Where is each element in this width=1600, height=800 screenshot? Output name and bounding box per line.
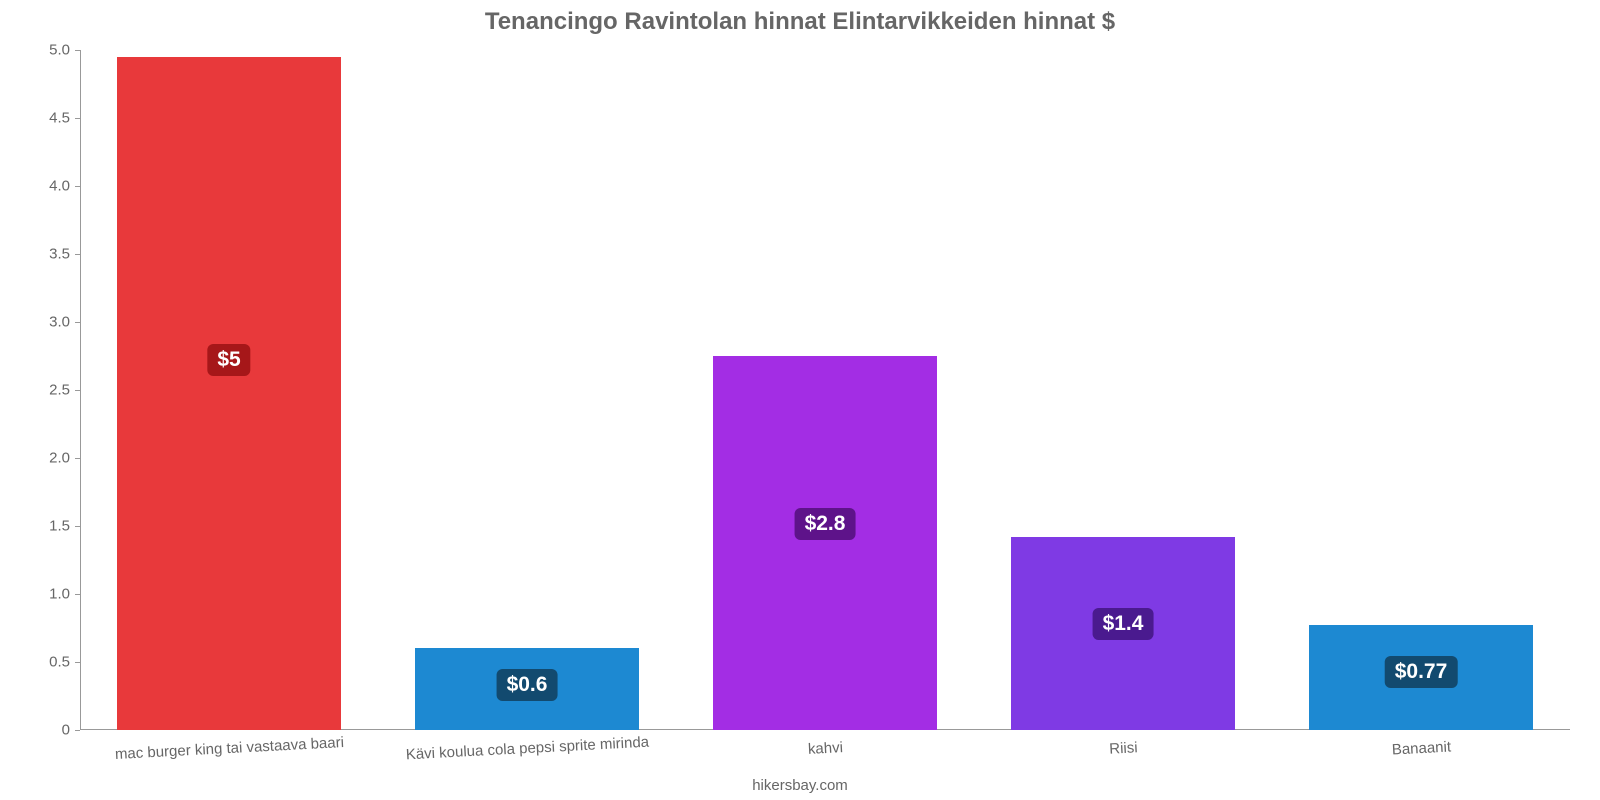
x-category-label: kahvi [808,739,844,758]
plot-region: 00.51.01.52.02.53.03.54.04.55.0$5mac bur… [80,50,1570,730]
y-tick-mark [75,662,80,663]
x-category-label: Riisi [1109,739,1138,757]
bar: $2.8 [713,356,937,730]
bar-value-badge: $0.6 [497,669,558,701]
y-tick-label: 4.0 [49,178,70,195]
y-tick-mark [75,254,80,255]
y-tick-mark [75,50,80,51]
y-tick-mark [75,322,80,323]
y-tick-label: 5.0 [49,42,70,59]
y-tick-label: 2.0 [49,450,70,467]
bar: $5 [117,57,341,730]
y-tick-mark [75,594,80,595]
y-tick-label: 3.5 [49,246,70,263]
chart-plot-area: 00.51.01.52.02.53.03.54.04.55.0$5mac bur… [80,50,1570,730]
x-category-label: mac burger king tai vastaava baari [115,734,345,763]
chart-title: Tenancingo Ravintolan hinnat Elintarvikk… [0,0,1600,36]
bar-value-badge: $5 [207,344,250,376]
x-category-label: Banaanit [1391,738,1451,758]
y-tick-label: 2.5 [49,382,70,399]
bar-value-badge: $0.77 [1385,656,1458,688]
y-tick-mark [75,186,80,187]
y-tick-mark [75,458,80,459]
attribution-text: hikersbay.com [752,777,848,794]
bar-value-badge: $1.4 [1093,608,1154,640]
y-tick-label: 3.0 [49,314,70,331]
bar: $0.77 [1309,625,1533,730]
x-category-label: Kävi koulua cola pepsi sprite mirinda [405,734,649,764]
y-tick-label: 1.5 [49,518,70,535]
y-tick-mark [75,730,80,731]
y-tick-label: 1.0 [49,586,70,603]
y-tick-mark [75,526,80,527]
y-tick-label: 0.5 [49,654,70,671]
y-tick-mark [75,118,80,119]
bar: $1.4 [1011,537,1235,730]
y-tick-label: 0 [62,722,70,739]
bar-value-badge: $2.8 [795,508,856,540]
y-tick-label: 4.5 [49,110,70,127]
bar: $0.6 [415,648,639,730]
y-tick-mark [75,390,80,391]
